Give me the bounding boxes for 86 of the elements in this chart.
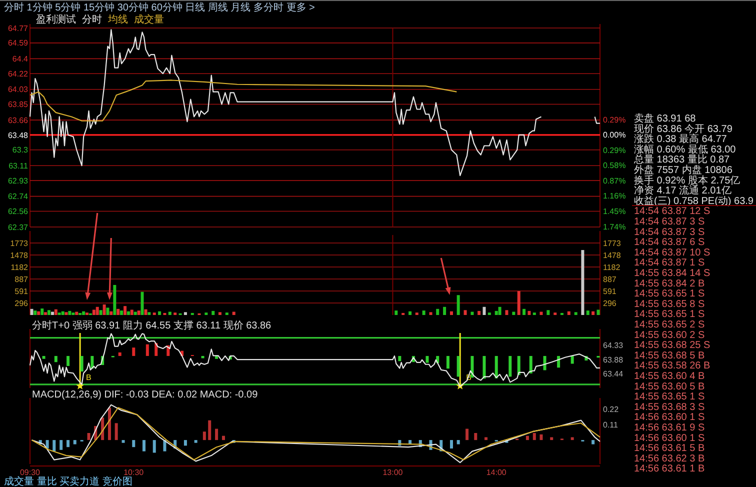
x-tick-label: 10:30 [124, 468, 144, 477]
y-tick-label: 887 [14, 274, 29, 284]
y2-tick-label: 0.29% [603, 146, 626, 155]
text: 14:55 63.60 2 S [634, 330, 705, 341]
text: 14:55 63.60 5 B [634, 381, 705, 392]
text: 成交量 [134, 14, 164, 26]
y-tick-label: 63.85 [8, 100, 29, 110]
text: 14:55 63.65 1 S [634, 309, 705, 320]
y2-tick-label: 887 [603, 274, 617, 284]
ref-line-label: B [86, 372, 92, 382]
y2-tick-label: 0.11 [603, 420, 619, 430]
y-tick-label: 64.03 [8, 85, 29, 94]
text: 14:56 63.62 3 B [634, 453, 705, 464]
y-tick-label: 1478 [10, 250, 29, 260]
text: 涨跌 0.38 最高 64.77 [634, 133, 728, 146]
text: 盈利测试 [36, 14, 76, 26]
y-tick-label: 62.74 [8, 192, 29, 202]
chart-title: MACD(12,26,9) DIF: -0.03 DEA: 0.02 MACD: -0.09 [32, 390, 258, 400]
y-tick-label: 64.77 [8, 24, 29, 33]
text: 14:56 63.61 5 B [634, 443, 705, 454]
y-tick-label: 62.93 [8, 176, 29, 186]
chart-title: 分时T+0 强弱 63.91 阻力 64.55 支撑 63.11 现价 63.86 [32, 320, 272, 332]
text: 均线 [107, 14, 128, 26]
x-tick-label: 13:00 [382, 468, 404, 477]
y-tick-label: 62.56 [8, 207, 29, 216]
text: 外盘 7557 内盘 10806 [634, 164, 733, 176]
y2-tick-label: 1182 [603, 262, 621, 272]
y2-tick-label: 64.33 [603, 340, 624, 350]
y2-tick-label: 1.74% [603, 222, 626, 232]
y2-tick-label: 0.58% [603, 161, 626, 170]
y2-tick-label: 296 [603, 298, 617, 308]
text: 14:54 63.87 12 S [634, 206, 711, 218]
y-tick-label: 64.22 [8, 69, 29, 78]
y2-tick-label: 63.44 [603, 370, 624, 379]
text: 成交量 量比 买卖力道 竞价图 [4, 476, 132, 487]
y2-tick-label: 0.29% [603, 115, 626, 124]
text: 14:54 63.87 6 S [634, 237, 705, 248]
y2-tick-label: 1773 [603, 238, 622, 248]
text: 总量 18363 量比 0.87 [633, 154, 730, 166]
y-tick-label: 64.59 [8, 38, 29, 48]
text: 现价 63.86 今开 63.79 [634, 122, 733, 135]
y2-tick-label: 0.87% [603, 176, 626, 186]
text: 分时 1分钟 5分钟 15分钟 30分钟 60分钟 日线 周线 月线 多分时 更多 > [4, 2, 316, 14]
text: 换手 0.92% 股本 2.75亿 [634, 174, 740, 186]
text: 14:56 63.61 1 B [634, 464, 705, 475]
y-tick-label: 63.66 [8, 116, 29, 125]
text: 14:55 63.58 26 B [634, 360, 711, 372]
y2-tick-label: 0.22 [603, 404, 620, 414]
y-tick-label: 62.37 [8, 222, 29, 232]
text: 14:54 63.87 3 S [634, 216, 705, 228]
text: 14:54 63.87 10 S [634, 247, 711, 258]
y-tick-label: 1773 [10, 238, 29, 248]
text: 14:54 63.87 3 S [634, 226, 705, 238]
text: 14:54 63.87 1 S [634, 258, 705, 269]
text: 14:55 63.65 1 S [634, 288, 705, 300]
y2-tick-label: 1.45% [603, 207, 626, 216]
y2-tick-label: 63.88 [603, 355, 624, 364]
text: 14:55 63.84 14 S [634, 268, 711, 279]
y2-tick-label: 1478 [603, 250, 622, 260]
series-label: 分时 [82, 14, 102, 26]
y-tick-label: 296 [14, 298, 29, 308]
text: 14:55 63.68 5 B [634, 350, 705, 362]
text: 14:55 63.65 1 S [634, 392, 705, 403]
text: 14:55 63.65 8 S [634, 298, 705, 310]
text: 14:56 63.60 1 S [634, 432, 705, 444]
x-tick-label: 14:00 [486, 468, 507, 477]
text: 14:55 63.68 25 S [634, 340, 711, 352]
y-tick-label: 63.48 [8, 130, 29, 140]
text: 14:55 63.68 3 S [634, 402, 705, 413]
y-tick-label: 64.4 [12, 54, 29, 64]
text: 14:55 63.60 4 B [634, 371, 705, 382]
text: 14:56 63.61 9 S [634, 422, 705, 434]
text: 14:55 63.65 2 S [634, 320, 705, 330]
y-tick-label: 1182 [10, 262, 29, 272]
text: 涨幅 0.60% 最低 63.00 [634, 143, 736, 156]
text: 卖盘 63.91 68 [634, 112, 696, 124]
text: 净资 4.17 流通 2.01亿 [634, 184, 732, 197]
y2-tick-label: 1.16% [603, 192, 626, 201]
y-tick-label: 63.11 [8, 161, 29, 170]
text: 14:55 63.84 2 B [634, 278, 705, 290]
y-tick-label: 63.3 [12, 146, 29, 155]
y2-tick-label: 0.00% [603, 130, 626, 140]
y-tick-label: 591 [14, 286, 29, 296]
text: 14:56 63.60 1 S [634, 412, 705, 424]
x-tick-label: 09:30 [20, 468, 41, 477]
y2-tick-label: 591 [603, 286, 617, 296]
